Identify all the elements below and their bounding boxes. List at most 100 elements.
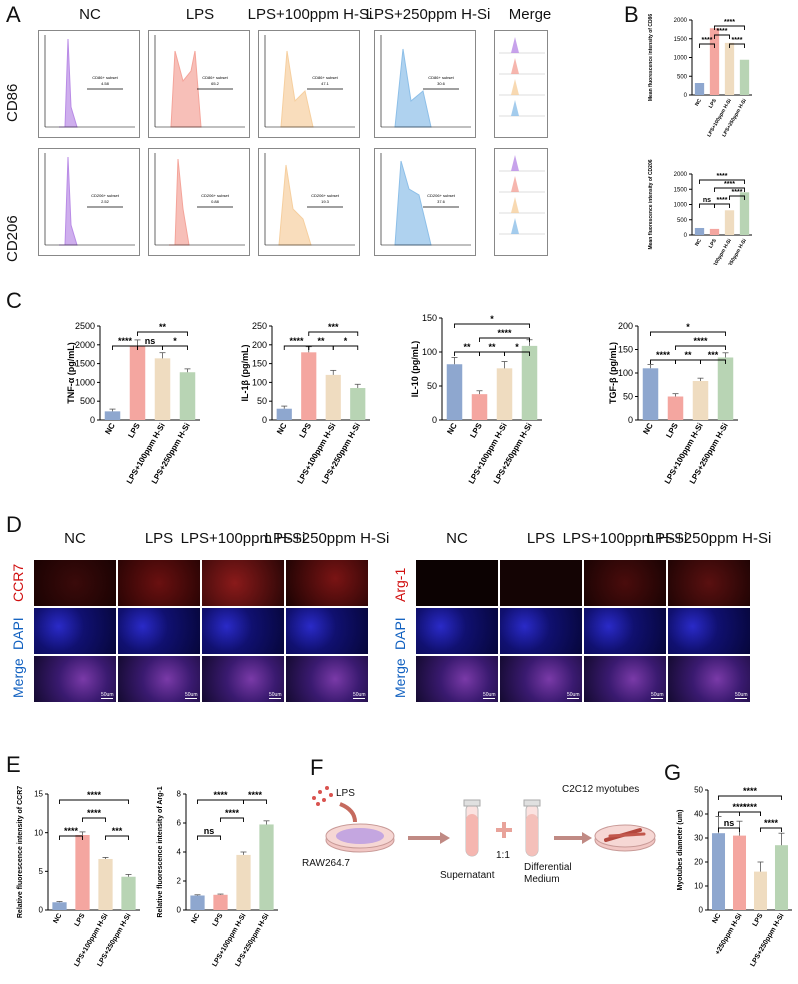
micrograph-tile: 50um — [584, 656, 666, 702]
lps-particles — [312, 786, 333, 806]
sig-bracket — [718, 811, 761, 816]
y-tick-label: 0 — [432, 415, 437, 425]
sig-bracket — [283, 345, 310, 350]
merge-histogram — [511, 218, 519, 234]
y-tick-label: 8 — [177, 790, 182, 799]
sig-label: *** — [708, 350, 719, 360]
bar — [521, 345, 538, 420]
flow-histogram: CD206+ subset 37.6 — [374, 148, 476, 256]
sig-bracket — [760, 827, 782, 832]
sig-label: * — [344, 336, 348, 346]
y-tick-label: 500 — [80, 396, 95, 406]
y-tick-label: 500 — [677, 74, 688, 80]
gate-value: 19.3 — [321, 199, 330, 204]
sig-label: *** — [328, 322, 339, 332]
sig-label: **** — [717, 173, 728, 180]
flow-col-lps: LPS — [185, 6, 215, 23]
chart-b-cd206: 0 500 1000 1500 2000 Mean fluorescence intens… — [648, 159, 752, 265]
sig-bracket — [137, 331, 188, 336]
x-tick-label: LPS — [752, 912, 765, 928]
sig-bracket — [59, 799, 129, 804]
ratio-label: 1:1 — [496, 850, 510, 861]
flow-histogram: CD86+ subset 4.58 — [38, 30, 140, 138]
bar — [667, 396, 684, 420]
arrow-lps-to-dish — [339, 802, 357, 823]
gate-value: 0.88 — [211, 199, 220, 204]
x-tick-label: LPS — [468, 421, 484, 440]
sig-bracket — [714, 25, 745, 30]
bar — [753, 871, 768, 910]
gate-label: CD206+ subset — [91, 193, 120, 198]
micro-col-title: LPS+100ppm H-Si — [180, 530, 306, 547]
micrograph-tile: 50um — [416, 656, 498, 702]
sig-label: **** — [764, 818, 779, 828]
bar — [75, 834, 90, 910]
bar — [709, 228, 720, 235]
sig-bracket — [714, 187, 745, 192]
bar — [724, 42, 735, 95]
sig-label: **** — [497, 328, 512, 338]
sig-bracket — [332, 345, 359, 350]
y-tick-label: 2 — [177, 877, 182, 886]
bar — [190, 895, 205, 910]
tube-2-icon — [523, 799, 541, 857]
micrograph-tile — [584, 560, 666, 606]
sig-bracket — [454, 323, 530, 328]
bar — [774, 845, 789, 910]
y-tick-label: 150 — [422, 313, 437, 323]
y-tick-label: 20 — [694, 858, 703, 867]
sig-label: **** — [248, 790, 263, 800]
flow-histogram: CD86+ subset 65.2 — [148, 30, 250, 138]
bar — [52, 902, 67, 910]
gate-label: CD206+ subset — [311, 193, 340, 198]
sig-bracket — [714, 203, 730, 208]
x-tick-label: LPS — [126, 421, 142, 440]
sig-bracket — [699, 203, 715, 208]
y-tick-label: 15 — [34, 790, 43, 799]
scale-bar: 50um — [269, 692, 282, 699]
tube-1-icon — [463, 799, 481, 857]
y-tick-label: 0 — [699, 906, 704, 915]
bar — [350, 388, 366, 420]
y-tick-label: 1000 — [674, 56, 688, 62]
y-axis-label: Relative fluorescence intensity of Arg-1 — [157, 786, 164, 917]
bar — [692, 380, 709, 420]
merge-histogram — [511, 100, 519, 116]
sig-label: **** — [64, 826, 79, 836]
scale-bar: 50um — [353, 692, 366, 699]
micro-row-label: Merge — [10, 658, 26, 698]
merge-histogram — [511, 176, 519, 192]
y-tick-label: 2500 — [75, 321, 95, 331]
sig-label: **** — [87, 790, 102, 800]
bar — [213, 894, 228, 910]
x-tick-label: LPS — [298, 421, 314, 440]
sig-label: **** — [656, 350, 671, 360]
bar — [276, 408, 292, 420]
micrograph-tile — [202, 608, 284, 654]
y-tick-label: 50 — [694, 786, 703, 795]
sig-label: ns — [145, 336, 156, 346]
sig-label: **** — [724, 19, 735, 26]
flow-row-cd206: CD206 — [4, 215, 21, 262]
y-tick-label: 40 — [694, 810, 703, 819]
x-tick-label: NC — [694, 98, 703, 108]
x-tick-label: NC — [641, 421, 655, 436]
x-tick-label: NC — [694, 238, 703, 248]
sig-label: ** — [684, 350, 692, 360]
sig-bracket — [308, 331, 359, 336]
histogram-area — [170, 50, 202, 128]
sig-bracket — [650, 359, 676, 364]
sig-label: ns — [204, 826, 215, 836]
micrograph-tile — [34, 608, 116, 654]
y-tick-label: 0 — [684, 93, 688, 99]
micrograph-tile: 50um — [500, 656, 582, 702]
y-tick-label: 150 — [618, 345, 633, 355]
y-tick-label: 0 — [684, 233, 688, 239]
y-tick-label: 50 — [623, 392, 633, 402]
bar — [724, 210, 735, 235]
flow-histogram: CD206+ subset 2.52 — [38, 148, 140, 256]
sig-bracket — [650, 331, 726, 336]
